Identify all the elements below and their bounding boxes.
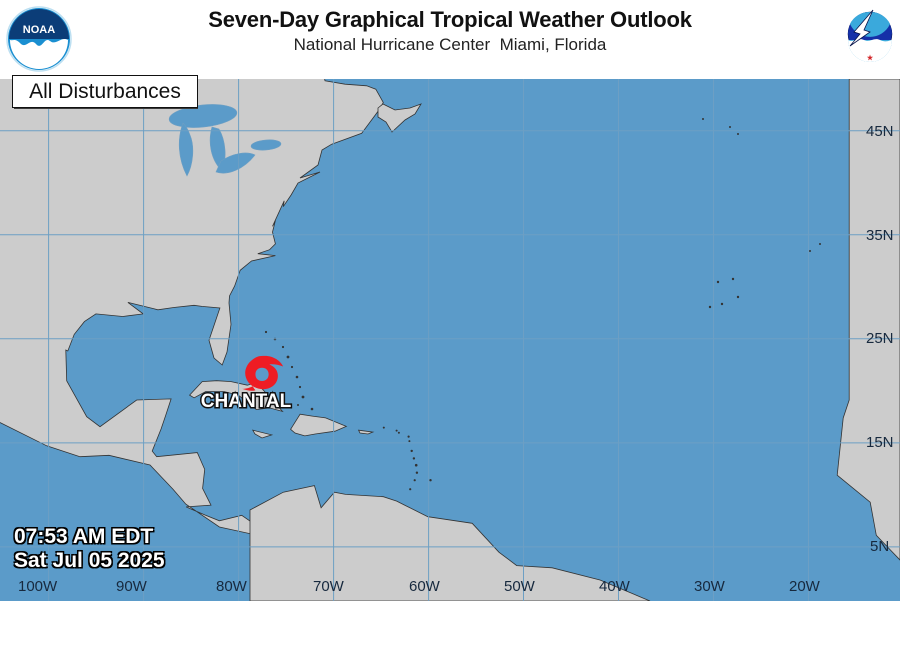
svg-text:★: ★ [867,54,874,62]
